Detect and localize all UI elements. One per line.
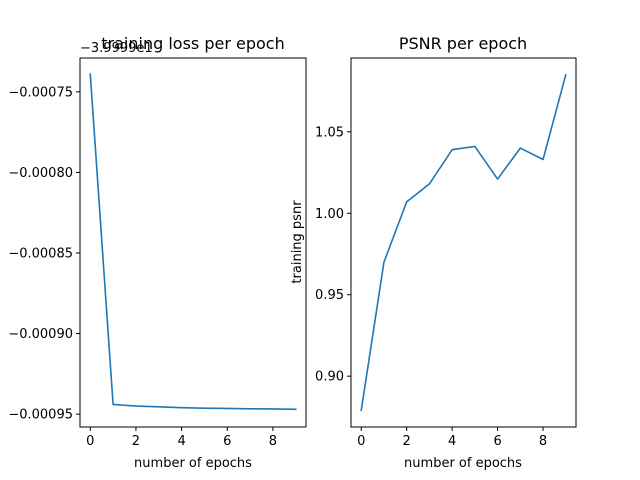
psnr-chart-ticks: 0 2 4 6 8 0.90 0.95 1.00 1.05 <box>315 125 547 449</box>
loss-chart-xlabel: number of epochs <box>134 456 252 471</box>
loss-chart-ytick-label: −0.00085 <box>8 246 73 261</box>
psnr-chart-ytick-label: 1.05 <box>315 125 344 140</box>
psnr-chart-ytick-label: 0.90 <box>315 370 344 385</box>
loss-chart-ytick-label: −0.00095 <box>8 408 73 423</box>
psnr-chart: 0 2 4 6 8 0.90 0.95 1.00 1.05 PSNR per epoch num… <box>290 34 577 471</box>
loss-chart-ytick-label: −0.00090 <box>8 327 73 342</box>
loss-chart-series-line <box>89 73 297 411</box>
loss-chart-title: training loss per epoch <box>101 34 284 53</box>
psnr-chart-ytick-label: 1.00 <box>315 207 344 222</box>
psnr-chart-title: PSNR per epoch <box>399 34 527 53</box>
loss-chart-xtick-label: 2 <box>132 434 140 449</box>
psnr-chart-xlabel: number of epochs <box>404 456 522 471</box>
loss-chart-ytick-label: −0.00080 <box>8 166 73 181</box>
psnr-chart-xtick-label: 6 <box>493 434 501 449</box>
loss-chart-xtick-label: 4 <box>177 434 185 449</box>
psnr-chart-series-line <box>360 73 567 412</box>
psnr-chart-xtick-label: 0 <box>357 434 365 449</box>
loss-chart-ticks: 0 2 4 6 8 −0.00075 −0.00080 −0.00085 −0.00090 −0.… <box>8 85 277 449</box>
loss-chart-xtick-label: 0 <box>86 434 94 449</box>
loss-chart: 0 2 4 6 8 −0.00075 −0.00080 −0.00085 −0.00090 −0.… <box>8 34 307 471</box>
loss-chart-xtick-label: 6 <box>223 434 231 449</box>
psnr-chart-xtick-label: 2 <box>403 434 411 449</box>
psnr-chart-xtick-label: 4 <box>448 434 456 449</box>
loss-chart-axes-frame <box>79 57 307 428</box>
psnr-chart-ylabel: training psnr <box>290 200 305 284</box>
loss-chart-ytick-label: −0.00075 <box>8 85 73 100</box>
psnr-chart-axes-frame <box>350 57 577 428</box>
loss-chart-xtick-label: 8 <box>269 434 277 449</box>
loss-chart-lines <box>89 73 297 411</box>
psnr-chart-lines <box>360 73 567 412</box>
loss-chart-offset-text: −3.9999e1 <box>80 41 153 56</box>
psnr-chart-xtick-label: 8 <box>539 434 547 449</box>
psnr-chart-ytick-label: 0.95 <box>315 288 344 303</box>
